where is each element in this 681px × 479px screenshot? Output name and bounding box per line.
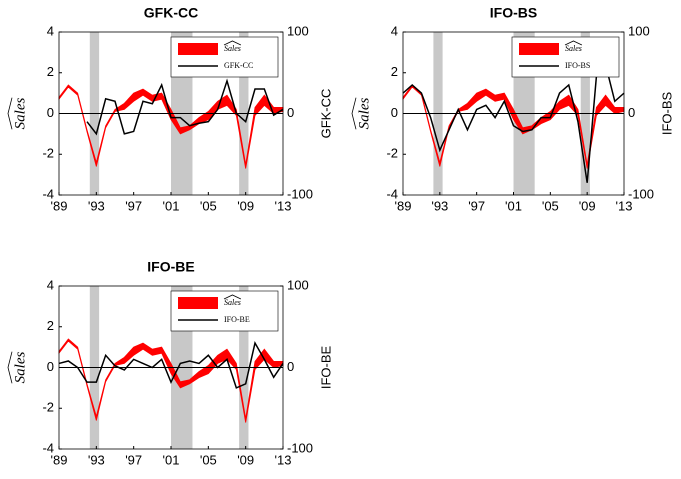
y-label-text: Sales	[12, 98, 28, 130]
x-tick-label: '01	[163, 198, 180, 213]
y-tick-label: 0	[47, 105, 54, 120]
legend-label: Sales	[224, 44, 241, 53]
panel: -4 -2 0 2 4 -100 0 100 '89 '93 '97 '01 '05 '09 '13 GFK-…	[7, 5, 333, 213]
x-tick-label: '01	[505, 198, 522, 213]
y2-axis-label: IFO-BS	[659, 92, 674, 136]
y-axis-label: Sales	[7, 97, 28, 130]
y-tick-label: 4	[47, 23, 54, 38]
x-tick-label: '89	[51, 198, 68, 213]
y-tick-label: 4	[47, 277, 54, 292]
index-line	[86, 78, 284, 136]
y-axis-label: Sales	[7, 351, 28, 384]
y2-tick-label: 0	[287, 359, 294, 374]
x-tick-label: '13	[275, 198, 292, 213]
hat	[7, 351, 13, 384]
x-tick-label: '93	[88, 198, 105, 213]
y2-axis-label: GFK-CC	[318, 89, 333, 139]
y2-tick-label: 100	[287, 277, 309, 292]
hat	[351, 97, 357, 130]
legend-label: Sales	[224, 298, 241, 307]
chart-title: IFO-BE	[147, 259, 194, 275]
y2-axis-label: IFO-BE	[318, 346, 333, 390]
hat	[223, 294, 242, 300]
x-tick-label: '05	[200, 452, 217, 467]
x-tick-label: '89	[51, 452, 68, 467]
y-tick-label: 0	[391, 105, 398, 120]
y2-tick-label: -100	[628, 186, 654, 201]
x-tick-label: '13	[275, 452, 292, 467]
legend-label: IFO-BE	[224, 315, 250, 324]
x-tick-label: '09	[237, 198, 254, 213]
chart-title: GFK-CC	[144, 5, 198, 21]
hat	[564, 40, 583, 46]
y-label-text: Sales	[356, 98, 372, 130]
y-tick-label: -2	[42, 146, 54, 161]
y-tick-label: 4	[391, 23, 398, 38]
panel: -4 -2 0 2 4 -100 0 100 '89 '93 '97 '01 '05 '09 '13 IFO-…	[351, 5, 674, 213]
y-tick-label: -4	[386, 186, 398, 201]
y-tick-label: 2	[391, 64, 398, 79]
legend-swatch	[178, 297, 218, 309]
panel: -4 -2 0 2 4 -100 0 100 '89 '93 '97 '01 '05 '09 '13 IFO-…	[7, 259, 333, 467]
x-tick-label: '97	[468, 198, 485, 213]
x-tick-label: '93	[431, 198, 448, 213]
y-tick-label: -4	[42, 440, 54, 455]
legend-swatch	[178, 43, 218, 55]
y2-tick-label: -100	[287, 186, 313, 201]
index-line	[402, 62, 625, 183]
y-tick-label: 0	[47, 359, 54, 374]
legend-label: IFO-BS	[565, 61, 590, 70]
y-axis-label: Sales	[351, 97, 372, 130]
x-tick-label: '05	[542, 198, 559, 213]
x-tick-label: '09	[237, 452, 254, 467]
y2-tick-label: 100	[287, 23, 309, 38]
x-tick-label: '01	[163, 452, 180, 467]
x-tick-label: '97	[125, 198, 142, 213]
x-tick-label: '13	[616, 198, 633, 213]
y2-tick-label: -100	[287, 440, 313, 455]
y-tick-label: -2	[42, 400, 54, 415]
y-tick-label: -4	[42, 186, 54, 201]
y-tick-label: -2	[386, 146, 398, 161]
hat	[7, 97, 13, 130]
x-tick-label: '89	[395, 198, 412, 213]
x-tick-label: '09	[579, 198, 596, 213]
y-label-text: Sales	[12, 352, 28, 384]
x-tick-label: '93	[88, 452, 105, 467]
index-line	[58, 341, 284, 389]
hat	[223, 40, 242, 46]
y-tick-label: 2	[47, 64, 54, 79]
x-tick-label: '97	[125, 452, 142, 467]
x-tick-label: '05	[200, 198, 217, 213]
y2-tick-label: 0	[628, 105, 635, 120]
y2-tick-label: 0	[287, 105, 294, 120]
legend-swatch	[519, 43, 559, 55]
legend-label: GFK-CC	[224, 61, 253, 70]
y-tick-label: 2	[47, 318, 54, 333]
y2-tick-label: 100	[628, 23, 650, 38]
chart-title: IFO-BS	[490, 5, 537, 21]
legend-label: Sales	[565, 44, 582, 53]
